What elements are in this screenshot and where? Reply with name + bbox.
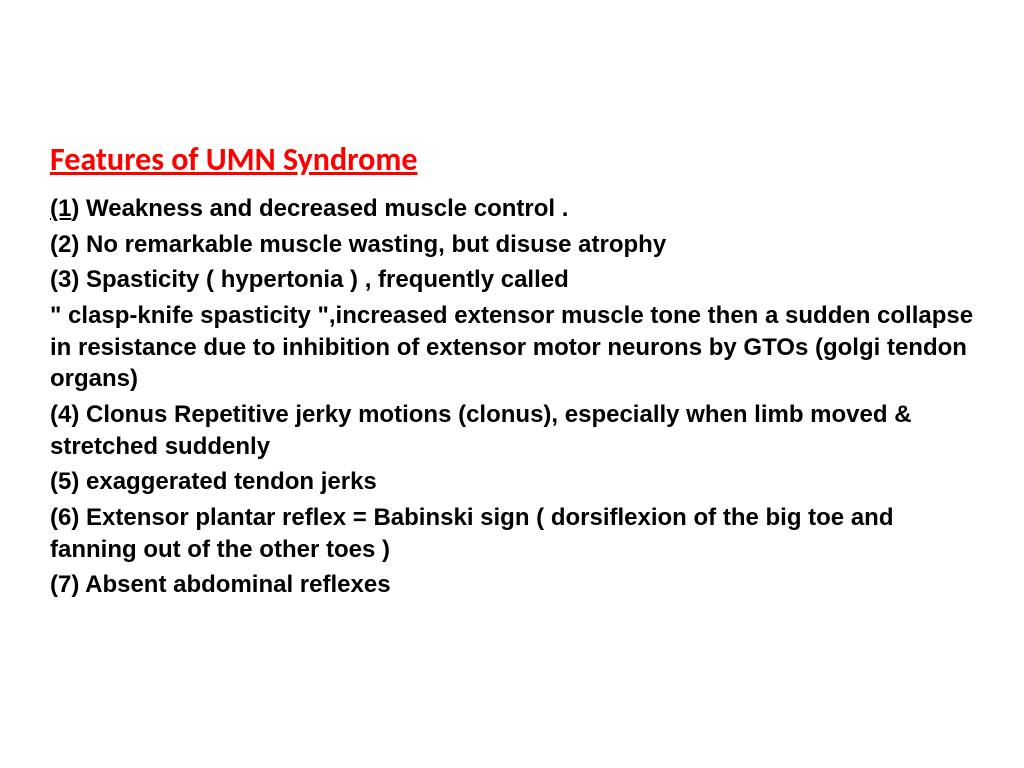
item-1-prefix: (1 [50, 195, 71, 222]
item-3-line1: (3) Spasticity ( hypertonia ) , frequent… [50, 264, 974, 296]
item-1-rest: ) Weakness and decreased muscle control … [71, 195, 568, 222]
item-5: (5) exaggerated tendon jerks [50, 466, 974, 498]
item-7: (7) Absent abdominal reflexes [50, 569, 974, 601]
item-6: (6) Extensor plantar reflex = Babinski s… [50, 502, 974, 565]
item-2: (2) No remarkable muscle wasting, but di… [50, 229, 974, 261]
item-1: (1) Weakness and decreased muscle contro… [50, 193, 974, 225]
item-3-line2: " clasp-knife spasticity ",increased ext… [50, 300, 974, 395]
slide-body: (1) Weakness and decreased muscle contro… [50, 193, 974, 601]
slide-heading: Features of UMN Syndrome [50, 140, 974, 179]
item-4: (4) Clonus Repetitive jerky motions (clo… [50, 399, 974, 462]
